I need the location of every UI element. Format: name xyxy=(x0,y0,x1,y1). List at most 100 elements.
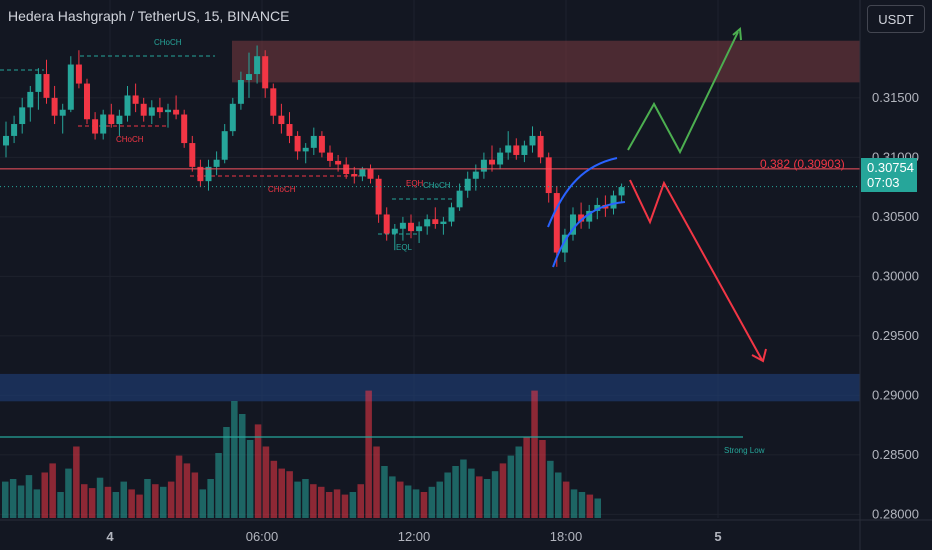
fib-level-label: 0.382 (0.30903) xyxy=(760,157,845,171)
candle xyxy=(408,222,414,232)
volume-bar xyxy=(81,484,88,518)
candle xyxy=(246,74,252,80)
current-price-tag: 0.30754 07:03 xyxy=(861,158,917,192)
volume-bar xyxy=(41,472,48,518)
volume-bar xyxy=(215,453,222,518)
volume-bar xyxy=(199,489,206,518)
channel-lower xyxy=(552,201,626,268)
symbol-title: Hedera Hashgraph / TetherUS, 15, BINANCE xyxy=(8,8,290,24)
candle xyxy=(140,103,147,116)
volume-bar xyxy=(167,481,175,518)
demand-zone xyxy=(0,373,860,402)
volume-bar xyxy=(286,471,293,518)
candle xyxy=(529,135,536,146)
bearish-projection xyxy=(629,179,763,361)
candle xyxy=(189,143,196,167)
volume-bar xyxy=(555,472,562,518)
candle xyxy=(327,152,333,161)
volume-bar xyxy=(254,424,262,518)
volume-bar xyxy=(152,484,159,518)
candle xyxy=(432,219,439,224)
volume-bar xyxy=(507,455,515,518)
candle xyxy=(108,114,115,125)
volume-bar xyxy=(483,479,491,518)
volume-bar xyxy=(420,492,428,518)
candle xyxy=(173,109,180,115)
candle xyxy=(586,210,593,222)
volume-bar xyxy=(25,475,33,518)
candle xyxy=(59,109,66,116)
volume-bar xyxy=(547,460,554,518)
volume-bar xyxy=(523,437,530,518)
candle xyxy=(318,135,325,153)
volume-bar xyxy=(468,468,475,518)
candle xyxy=(254,56,261,75)
eql-annotation: EQL xyxy=(396,243,413,252)
candle xyxy=(594,204,601,211)
volume-bar xyxy=(570,489,578,518)
volume-bar xyxy=(17,485,25,518)
volume-bar xyxy=(310,484,317,518)
volume-bar xyxy=(365,390,372,518)
candle xyxy=(375,178,382,215)
volume-bar xyxy=(389,476,396,518)
volume-bar xyxy=(562,481,570,518)
candle xyxy=(229,103,236,132)
volume-bar xyxy=(112,492,120,518)
volume-bar xyxy=(294,481,301,518)
candle xyxy=(456,190,463,208)
volume-bar xyxy=(160,486,167,518)
volume-bar xyxy=(239,414,246,518)
candle xyxy=(618,187,625,196)
candle xyxy=(440,221,447,224)
volume-bar xyxy=(73,446,80,518)
time-tick-label: 18:00 xyxy=(550,529,583,544)
volume-bar xyxy=(436,481,443,518)
candle xyxy=(570,214,576,235)
candle xyxy=(197,166,204,182)
candle xyxy=(553,193,560,253)
volume-bar xyxy=(349,492,357,518)
candle xyxy=(100,114,107,134)
volume-bar xyxy=(357,484,364,518)
candle xyxy=(505,145,512,153)
candle xyxy=(448,207,455,222)
volume-bar xyxy=(88,488,96,518)
choch-annotation: CHoCH xyxy=(268,185,296,194)
volume-bar xyxy=(278,468,285,518)
volume-bar xyxy=(223,427,230,518)
eqh-annotation: EQH xyxy=(406,179,424,188)
candle xyxy=(84,83,90,120)
choch-annotation: CHoCH xyxy=(154,38,182,47)
candle xyxy=(116,115,123,125)
candle xyxy=(205,166,212,182)
candle xyxy=(513,145,520,155)
volume-bar xyxy=(120,481,127,518)
current-price: 0.30754 xyxy=(867,160,914,175)
volume-bar xyxy=(104,486,112,518)
volume-bar xyxy=(325,492,333,518)
candle xyxy=(67,64,74,110)
volume-bar xyxy=(136,494,143,518)
candle xyxy=(221,131,228,160)
candle xyxy=(262,56,269,89)
candle xyxy=(213,159,220,167)
candle xyxy=(35,74,42,92)
volume-bar xyxy=(381,466,388,518)
candle-countdown: 07:03 xyxy=(867,175,900,190)
candle xyxy=(286,124,293,136)
candle xyxy=(359,169,366,177)
volume-bar xyxy=(144,479,151,518)
volume-bar xyxy=(586,494,594,518)
volume-bar xyxy=(333,489,341,518)
candle xyxy=(480,159,487,172)
volume-bar xyxy=(302,479,309,518)
currency-button[interactable]: USDT xyxy=(867,5,925,33)
price-tick-label: 0.31500 xyxy=(872,90,919,105)
volume-bar xyxy=(231,401,238,518)
candle xyxy=(383,214,390,234)
time-tick-label: 5 xyxy=(714,529,721,544)
candle xyxy=(545,157,552,194)
